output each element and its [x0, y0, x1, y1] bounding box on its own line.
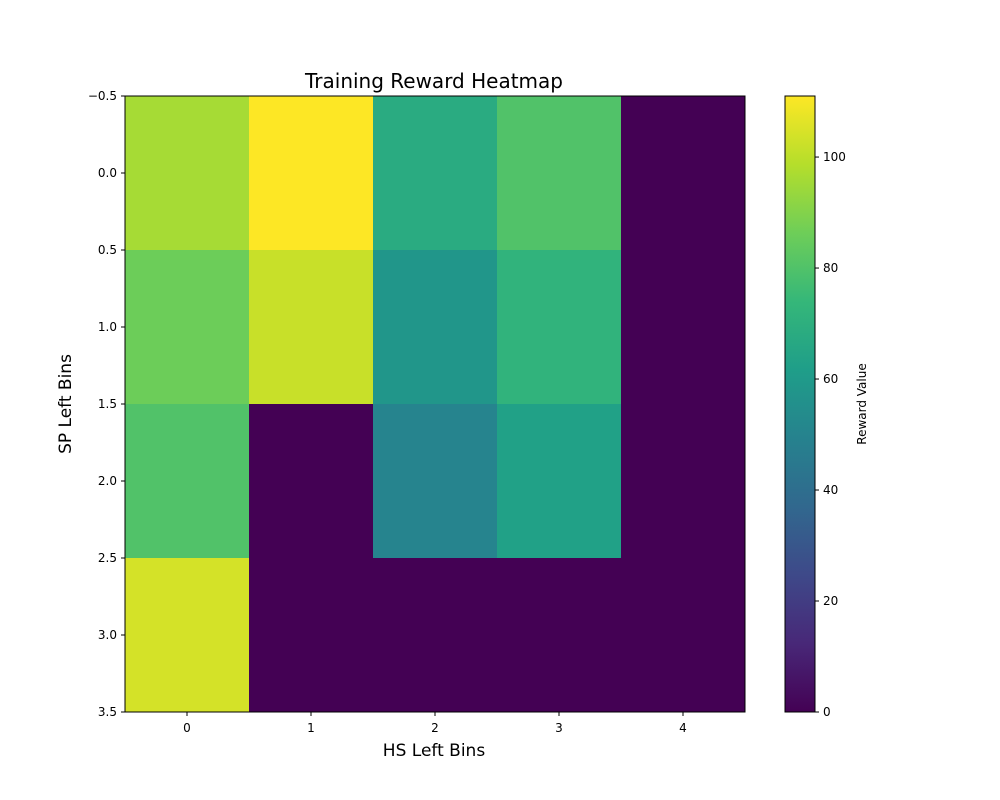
x-tick-label: 2	[431, 721, 439, 735]
heatmap-cell	[621, 96, 746, 251]
x-tick-label: 3	[555, 721, 563, 735]
y-tick-label: 1.5	[98, 397, 117, 411]
colorbar-gradient	[785, 96, 815, 712]
heatmap-cell	[249, 250, 374, 405]
x-axis-label: HS Left Bins	[383, 741, 486, 761]
heatmap-cell	[373, 404, 498, 559]
y-tick-label: −0.5	[88, 89, 117, 103]
heatmap-cell	[249, 404, 374, 559]
y-tick-label: 1.0	[98, 320, 117, 334]
x-tick-label: 0	[183, 721, 191, 735]
colorbar-tick-label: 80	[823, 261, 838, 275]
y-tick-label: 3.5	[98, 705, 117, 719]
heatmap-cell	[373, 250, 498, 405]
heatmap-cell	[373, 96, 498, 251]
heatmap-cell	[249, 558, 374, 713]
heatmap-cell	[497, 404, 622, 559]
colorbar-tick-label: 20	[823, 594, 838, 608]
x-tick-label: 4	[679, 721, 687, 735]
heatmap-cell	[621, 250, 746, 405]
y-tick-label: 2.5	[98, 551, 117, 565]
x-axis-ticks: 0 1 2 3 4	[183, 712, 687, 735]
chart-title: Training Reward Heatmap	[304, 69, 563, 93]
heatmap-cell	[621, 404, 746, 559]
y-axis-label: SP Left Bins	[56, 354, 76, 454]
colorbar-frame	[784, 95, 816, 713]
y-axis-ticks: −0.5 0.0 0.5 1.0 1.5 2.0 2.5 3.0 3.5	[88, 89, 125, 719]
heatmap-cell	[125, 404, 250, 559]
heatmap-cell	[125, 96, 250, 251]
heatmap-cell	[125, 558, 250, 713]
colorbar-tick-label: 0	[823, 705, 831, 719]
y-tick-label: 2.0	[98, 474, 117, 488]
heatmap-cell	[621, 558, 746, 713]
heatmap-cells	[125, 96, 746, 713]
heatmap-cell	[497, 96, 622, 251]
colorbar-tick-label: 60	[823, 372, 838, 386]
heatmap-cell	[125, 250, 250, 405]
colorbar: 0 20 40 60 80 100	[784, 95, 846, 719]
heatmap-cell	[497, 250, 622, 405]
colorbar-tick-label: 40	[823, 483, 838, 497]
y-tick-label: 0.0	[98, 166, 117, 180]
heatmap-cell	[249, 96, 374, 251]
colorbar-tick-label: 100	[823, 150, 846, 164]
heatmap-cell	[373, 558, 498, 713]
y-tick-label: 3.0	[98, 628, 117, 642]
x-tick-label: 1	[307, 721, 315, 735]
heatmap-cell	[497, 558, 622, 713]
colorbar-label: Reward Value	[855, 363, 869, 444]
y-tick-label: 0.5	[98, 243, 117, 257]
